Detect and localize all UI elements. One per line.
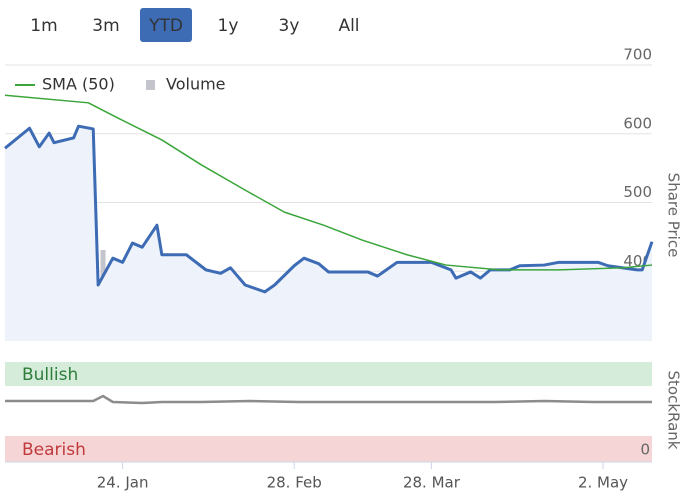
bearish-label: Bearish: [22, 440, 86, 460]
price-line: [4, 124, 654, 294]
y-tick-label: 0: [640, 441, 650, 459]
range-button[interactable]: All: [338, 16, 359, 36]
y-axis-title: Share Price: [665, 173, 683, 258]
sma-line: [4, 94, 653, 271]
stockrank-line: [5, 394, 652, 405]
x-tick-label: 2. May: [578, 474, 628, 492]
selected-range-bg: [140, 8, 192, 42]
legend-swatch: [146, 80, 155, 90]
range-button[interactable]: 1m: [30, 16, 57, 36]
x-tick-label: 28. Mar: [403, 474, 461, 492]
range-button[interactable]: YTD: [148, 16, 183, 36]
range-button[interactable]: 3y: [279, 16, 300, 36]
price-area: [5, 126, 652, 340]
legend-label: SMA (50): [42, 75, 115, 94]
y-tick-label: 700: [623, 46, 652, 64]
y-axis-title: StockRank: [665, 371, 683, 450]
range-button[interactable]: 3m: [92, 16, 119, 36]
legend-label: Volume: [166, 75, 226, 94]
bullish-band: [5, 362, 652, 386]
x-tick-label: 28. Feb: [267, 474, 322, 492]
bullish-label: Bullish: [22, 365, 78, 385]
x-tick-label: 24. Jan: [97, 474, 149, 492]
y-tick-label: 600: [623, 114, 652, 132]
y-tick-label: 500: [623, 183, 652, 201]
bearish-band: [5, 436, 652, 462]
range-button[interactable]: 1y: [218, 16, 239, 36]
